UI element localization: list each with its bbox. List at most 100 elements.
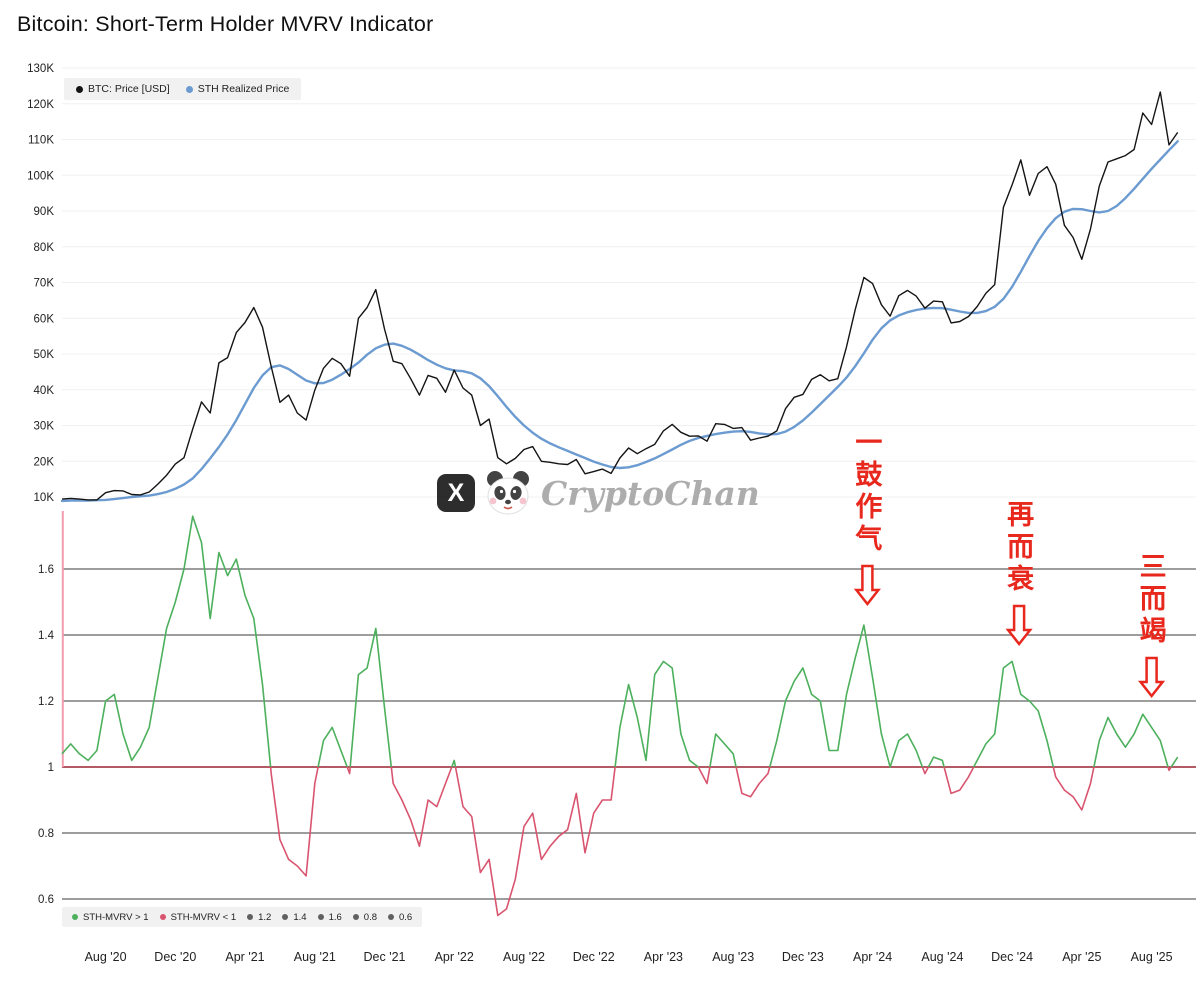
x-axis-label: Apr '25: [1062, 950, 1101, 964]
watermark-text: CryptoChan: [541, 473, 760, 513]
mvrv-axis-label: 0.6: [38, 894, 54, 906]
legend-dot-icon: [185, 85, 193, 93]
legend-label: STH-MVRV < 1: [170, 911, 237, 923]
panda-icon: [487, 471, 529, 515]
watermark: X CryptoChan: [437, 470, 760, 516]
price-axis-label: 60K: [34, 313, 55, 325]
price-axis-label: 110K: [28, 135, 54, 147]
price-axis-label: 30K: [34, 421, 55, 433]
price-legend: BTC: Price [USD] STH Realized Price: [64, 78, 302, 100]
annotation-arrow-icon: [1005, 604, 1033, 647]
legend-item: 0.8: [352, 911, 377, 923]
x-axis-label: Dec '23: [782, 950, 824, 964]
mvrv-axis-label: 1.4: [38, 630, 55, 642]
legend-label: 1.4: [293, 911, 307, 923]
mvrv-line: [390, 766, 453, 847]
mvrv-line: [614, 660, 699, 768]
price-axis-label: 120K: [27, 99, 54, 111]
legend-label: STH Realized Price: [197, 83, 290, 95]
mvrv-line: [317, 726, 348, 768]
legend-item: 1.4: [282, 911, 307, 923]
mvrv-line: [1093, 713, 1169, 768]
x-axis-label: Dec '21: [364, 950, 406, 964]
mvrv-line: [921, 766, 930, 775]
legend-dot-icon: [388, 914, 394, 920]
x-logo-icon: X: [437, 474, 475, 512]
legend-dot-icon: [159, 914, 166, 920]
legend-item: STH-MVRV < 1: [159, 911, 237, 923]
legend-label: 0.6: [399, 911, 413, 923]
x-axis-label: Aug '23: [712, 950, 754, 964]
mvrv-axis-label: 1: [48, 762, 54, 774]
legend-dot-icon: [282, 914, 289, 920]
annotation-arrow-icon: [853, 564, 881, 607]
page-title: Bitcoin: Short-Term Holder MVRV Indicato…: [17, 12, 434, 36]
legend-dot-icon: [72, 914, 78, 920]
x-axis-label: Aug '24: [921, 950, 963, 964]
x-axis-label: Apr '24: [853, 950, 892, 964]
legend-item: STH Realized Price: [185, 83, 290, 95]
legend-dot-icon: [247, 914, 254, 920]
legend-label: STH-MVRV > 1: [83, 911, 149, 923]
mvrv-axis-label: 0.8: [38, 828, 54, 840]
mvrv-line: [346, 766, 351, 775]
mvrv-line: [1167, 766, 1172, 772]
legend-label: 0.8: [363, 911, 377, 923]
x-axis-label: Aug '21: [294, 950, 336, 964]
mvrv-line: [1052, 766, 1095, 811]
sth-realized-price-line: [60, 140, 1179, 503]
btc-price-line: [61, 91, 1179, 501]
mvrv-line: [454, 766, 616, 917]
x-axis-label: Aug '25: [1131, 950, 1173, 964]
x-axis-label: Aug '22: [503, 950, 545, 964]
mvrv-line: [943, 766, 975, 795]
price-axis-label: 90K: [34, 206, 55, 218]
mvrv-line: [61, 515, 272, 768]
mvrv-line: [1170, 756, 1179, 768]
legend-item: STH-MVRV > 1: [72, 912, 149, 923]
annotation-arrow-icon: [1138, 656, 1166, 699]
legend-dot-icon: [317, 914, 324, 920]
legend-dot-icon: [352, 914, 359, 920]
legend-item: 0.6: [388, 912, 412, 923]
price-axis-label: 100K: [27, 170, 54, 182]
mvrv-axis-label: 1.6: [38, 564, 54, 576]
price-axis-label: 40K: [34, 385, 55, 397]
mvrv-line: [735, 766, 771, 798]
legend-item: 1.6: [317, 911, 342, 923]
x-axis-label: Dec '20: [154, 950, 196, 964]
legend-item: BTC: Price [USD]: [76, 83, 170, 95]
legend-label: BTC: Price [USD]: [88, 83, 170, 95]
legend-item: 1.2: [247, 912, 271, 923]
mvrv-line: [769, 624, 924, 768]
mvrv-line: [451, 759, 457, 768]
annotation-text: 再而衰: [1003, 500, 1034, 596]
price-axis-label: 130K: [27, 63, 54, 75]
legend-label: 1.6: [328, 911, 342, 923]
x-axis-label: Aug '20: [85, 950, 127, 964]
mvrv-line: [927, 756, 945, 768]
mvrv-legend: STH-MVRV > 1 STH-MVRV < 1 1.2 1.4 1.6 0.8 0.6: [62, 907, 423, 927]
legend-label: 1.2: [258, 911, 272, 923]
price-axis-label: 50K: [34, 349, 55, 361]
mvrv-line: [697, 766, 711, 785]
annotation-text: 三而竭: [1135, 552, 1166, 648]
annotation-text: 一鼓作气: [851, 428, 882, 556]
mvrv-line: [709, 733, 737, 768]
price-axis-label: 70K: [34, 278, 55, 290]
mvrv-axis-label: 1.2: [38, 696, 54, 708]
x-axis-label: Apr '23: [644, 950, 683, 964]
price-axis-label: 10K: [34, 492, 55, 504]
legend-dot-icon: [76, 85, 83, 93]
price-axis-label: 80K: [34, 242, 55, 254]
price-axis-label: 20K: [34, 456, 55, 468]
x-axis-label: Apr '22: [435, 950, 474, 964]
x-axis-label: Dec '22: [573, 950, 615, 964]
mvrv-line: [349, 627, 393, 768]
x-axis-label: Dec '24: [991, 950, 1033, 964]
mvrv-line: [269, 766, 319, 877]
x-axis-label: Apr '21: [225, 950, 264, 964]
mvrv-line: [972, 660, 1055, 768]
